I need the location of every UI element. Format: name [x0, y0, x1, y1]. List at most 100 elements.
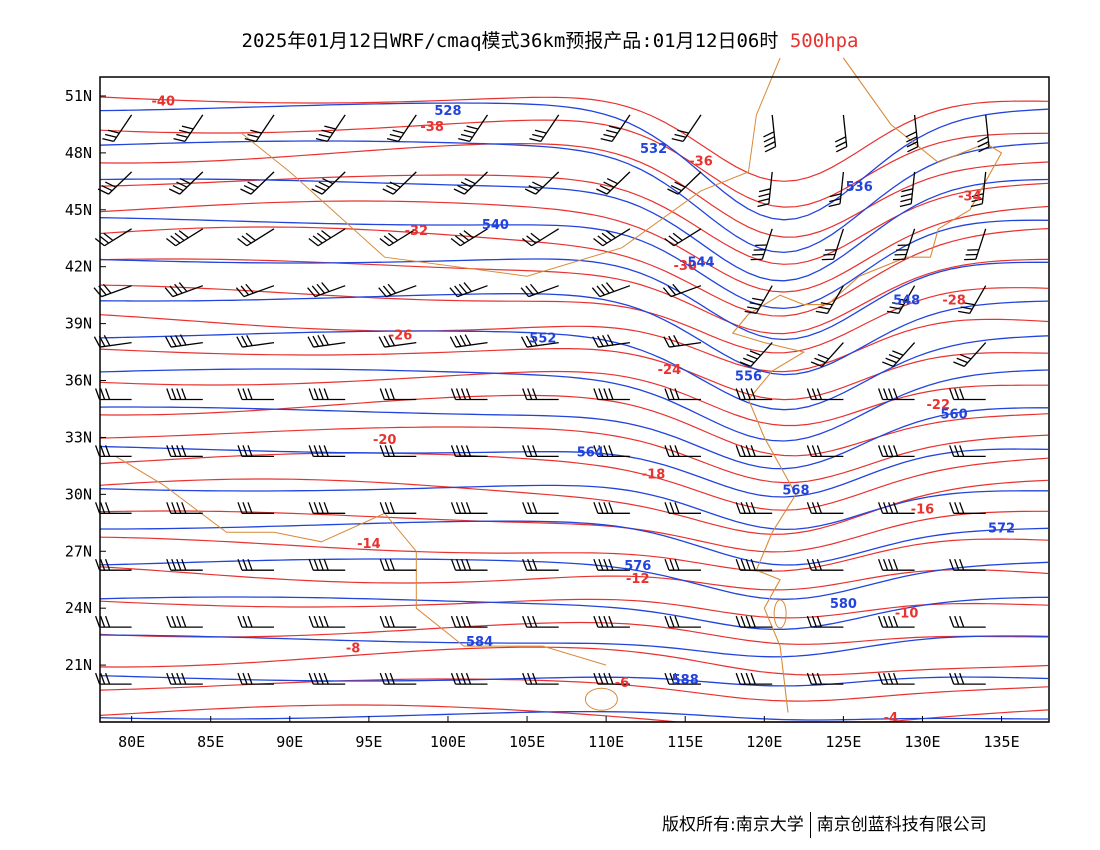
barb-flag: [977, 136, 989, 143]
barb-flag: [99, 558, 106, 571]
barb-flag: [820, 302, 833, 306]
barb-flag: [458, 283, 468, 294]
barb-flag: [453, 188, 465, 195]
height-contour: [99, 445, 1049, 498]
barb-flag: [389, 615, 395, 628]
barb-flag: [104, 445, 111, 457]
barb-flag: [389, 502, 395, 514]
barb-flag: [464, 177, 476, 185]
barb-flag: [240, 188, 252, 195]
wind-barb: [664, 615, 701, 628]
barb-flag: [887, 445, 894, 457]
barb-shaft: [384, 341, 417, 348]
barb-flag: [956, 357, 968, 364]
barb-flag: [532, 133, 544, 138]
barb-flag: [465, 672, 472, 685]
barb-flag: [389, 672, 395, 685]
x-tick-label: 110E: [588, 733, 624, 751]
height-label: 588: [672, 673, 699, 688]
barb-flag: [669, 558, 675, 571]
barb-flag: [949, 445, 955, 457]
barb-flag: [454, 285, 463, 296]
barb-flag: [608, 125, 621, 130]
barb-flag: [882, 615, 889, 628]
barb-flag: [321, 129, 334, 134]
barb-shaft: [606, 171, 631, 195]
barb-flag: [527, 388, 533, 400]
wind-barb: [806, 388, 844, 401]
barb-flag: [455, 445, 462, 457]
barb-flag: [103, 232, 114, 241]
wind-barb: [600, 114, 631, 143]
barb-flag: [176, 181, 188, 188]
barb-flag: [877, 445, 884, 457]
barb-flag: [321, 282, 330, 292]
temperature-contour: [99, 226, 1049, 317]
wind-barb: [667, 171, 702, 195]
barb-flag: [166, 238, 177, 247]
barb-flag: [313, 502, 319, 514]
wind-barb: [102, 114, 133, 143]
barb-flag: [907, 146, 919, 153]
wind-barb: [235, 283, 275, 298]
barb-flag: [532, 181, 544, 188]
barb-flag: [308, 445, 314, 457]
barb-flag: [905, 131, 917, 138]
barb-flag: [382, 285, 392, 296]
barb-flag: [593, 388, 599, 400]
barb-flag: [247, 558, 253, 571]
height-label: 552: [529, 332, 556, 347]
barb-flag: [900, 198, 912, 203]
barb-flag: [601, 232, 612, 241]
barb-flag: [887, 388, 894, 400]
barb-flag: [740, 615, 746, 628]
barb-flag: [960, 306, 973, 310]
barb-flag: [664, 558, 670, 571]
barb-flag: [894, 297, 907, 302]
barb-flag: [882, 502, 889, 514]
temperature-label: -12: [626, 572, 650, 587]
wind-barb: [522, 502, 559, 514]
barb-flag: [323, 502, 329, 514]
wind-barb: [520, 283, 559, 298]
barb-flag: [892, 558, 899, 571]
barb-flag: [755, 244, 767, 247]
barb-flag: [525, 335, 533, 347]
barb-flag: [745, 502, 751, 514]
wind-barb: [94, 672, 132, 685]
barb-flag: [818, 306, 831, 310]
barb-flag: [745, 615, 751, 628]
barb-flag: [965, 253, 978, 256]
barb-shaft: [99, 341, 132, 348]
barb-flag: [323, 445, 329, 457]
barb-flag: [178, 230, 189, 239]
wind-barb: [664, 228, 702, 247]
barb-flag: [237, 672, 243, 685]
barb-flag: [450, 238, 461, 247]
barb-flag: [743, 357, 755, 364]
barb-flag: [389, 181, 401, 188]
barb-flag: [892, 445, 899, 457]
wind-barb: [379, 445, 417, 458]
barb-shaft: [455, 341, 488, 348]
barb-shaft: [771, 114, 777, 147]
barb-shaft: [101, 285, 132, 298]
barb-flag: [877, 502, 884, 514]
barb-shaft: [104, 228, 132, 247]
barb-flag: [99, 672, 106, 685]
barb-flag: [241, 235, 252, 244]
barb-flag: [735, 672, 741, 685]
temperature-label: -20: [373, 433, 397, 448]
barb-flag: [94, 558, 101, 571]
barb-shaft: [326, 114, 346, 142]
wind-barb: [524, 171, 560, 195]
y-axis: 51N 48N 45N 42N 39N 36N 33N 30N 27N 24N 21N: [65, 87, 106, 674]
barb-flag: [323, 615, 329, 628]
temperature-contour: [99, 174, 1049, 265]
barb-flag: [386, 137, 399, 143]
height-label: 564: [577, 445, 604, 460]
barb-flag: [906, 136, 918, 143]
barb-flag: [674, 558, 680, 571]
wind-barb: [757, 171, 773, 208]
barb-flag: [603, 445, 609, 457]
